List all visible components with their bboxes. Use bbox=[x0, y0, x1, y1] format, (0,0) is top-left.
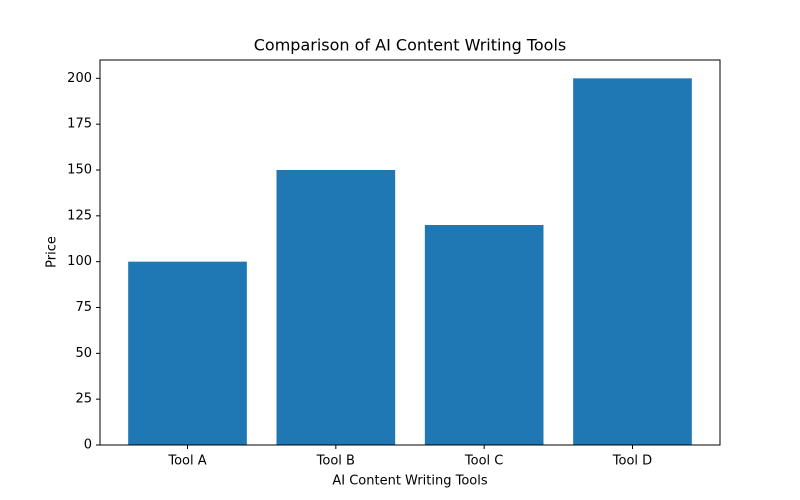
y-tick-label: 50 bbox=[75, 346, 92, 361]
y-tick-label: 25 bbox=[75, 392, 92, 407]
y-tick-label: 175 bbox=[67, 117, 92, 132]
x-tick-label: Tool B bbox=[316, 454, 355, 469]
y-tick-label: 0 bbox=[84, 438, 92, 453]
x-tick-label: Tool C bbox=[464, 454, 503, 469]
x-tick-label: Tool D bbox=[612, 454, 652, 469]
y-axis-label: Price bbox=[45, 236, 60, 268]
bar bbox=[573, 78, 692, 445]
bar bbox=[276, 170, 396, 445]
bar bbox=[424, 225, 544, 445]
plot-frame bbox=[99, 59, 721, 446]
bar bbox=[128, 261, 247, 445]
y-tick-label: 125 bbox=[67, 208, 92, 223]
y-tick-label: 150 bbox=[67, 163, 92, 178]
y-tick-label: 100 bbox=[67, 254, 92, 269]
y-tick-label: 75 bbox=[75, 300, 92, 315]
y-tick-label: 200 bbox=[67, 71, 92, 86]
chart-title: Comparison of AI Content Writing Tools bbox=[254, 36, 567, 55]
x-tick-label: Tool A bbox=[167, 454, 206, 469]
x-axis-label: AI Content Writing Tools bbox=[332, 474, 488, 489]
